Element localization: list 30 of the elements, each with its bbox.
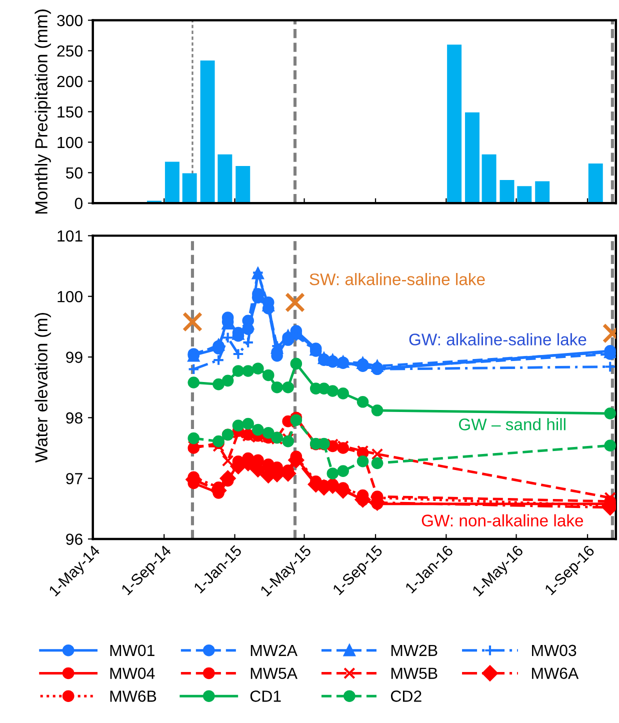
annotation: GW: alkaline-saline lake xyxy=(409,333,586,346)
series-label: SW: alkaline-saline lake xyxy=(310,273,485,286)
annotation: GW – sand hill xyxy=(458,418,566,430)
legend-label: MW6B xyxy=(110,690,156,702)
y-tick-label: 101 xyxy=(58,230,82,242)
y-tick-label: 250 xyxy=(57,45,83,57)
legend-label: MW03 xyxy=(532,644,576,656)
legend-label: MW2B xyxy=(391,644,438,656)
legend-label: MW6A xyxy=(532,668,579,679)
y-tick-label: 99 xyxy=(66,352,82,363)
y-axis-title: Monthly Precipitation (mm) xyxy=(34,10,51,214)
y-tick-label: 150 xyxy=(58,106,83,118)
y-tick-label: 200 xyxy=(57,76,83,88)
annotation: GW: non-alkaline lake xyxy=(422,514,584,526)
legend-label: MW2A xyxy=(250,644,298,656)
legend-label: CD1 xyxy=(250,690,281,702)
y-tick-label: 50 xyxy=(66,167,83,179)
y-tick-label: 97 xyxy=(66,472,82,484)
y-tick-label: 100 xyxy=(58,290,83,302)
y-tick-label: 300 xyxy=(57,14,83,26)
legend-label: MW5B xyxy=(391,668,438,679)
legend-label: CD2 xyxy=(390,690,422,702)
legend-label: MW04 xyxy=(110,668,155,679)
legend-label: MW5A xyxy=(250,668,298,679)
y-tick-label: 0 xyxy=(74,198,83,210)
legend-label: MW01 xyxy=(110,644,154,656)
y-tick-label: 96 xyxy=(66,534,82,545)
y-tick-label: 100 xyxy=(58,136,83,148)
y-axis-title: Water elevation (m) xyxy=(34,313,51,463)
y-tick-label: 98 xyxy=(66,412,82,424)
